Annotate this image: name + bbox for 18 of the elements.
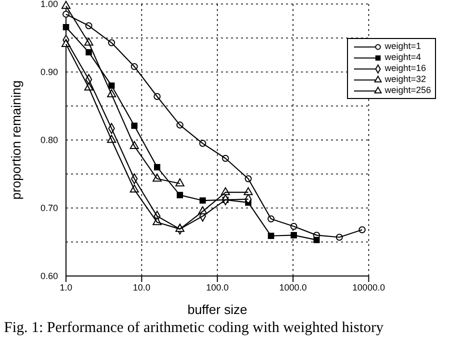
y-axis-title: proportion remaining <box>8 80 24 200</box>
y-tick-label: 0.80 <box>40 135 58 146</box>
y-tick-label: 1.00 <box>40 0 58 10</box>
legend-label: weight=1 <box>384 41 421 52</box>
x-tick-label: 10.0 <box>132 282 150 292</box>
caption: Fig. 1: Performance of arithmetic coding with weighted history <box>4 320 384 337</box>
x-tick-label: 1000.0 <box>279 282 307 292</box>
legend-label: weight=32 <box>384 74 426 85</box>
y-tick-label: 0.70 <box>40 203 58 214</box>
x-tick-label: 100.0 <box>206 282 229 292</box>
x-axis-title: buffer size <box>187 302 248 317</box>
legend-label: weight=16 <box>384 63 426 74</box>
y-tick-label: 0.90 <box>40 67 58 78</box>
x-tick-label: 1.0 <box>60 282 72 292</box>
x-tick-label: 10000.0 <box>352 282 385 292</box>
legend-label: weight=256 <box>384 85 431 96</box>
y-tick-label: 0.60 <box>40 271 58 282</box>
legend-label: weight=4 <box>384 52 421 63</box>
